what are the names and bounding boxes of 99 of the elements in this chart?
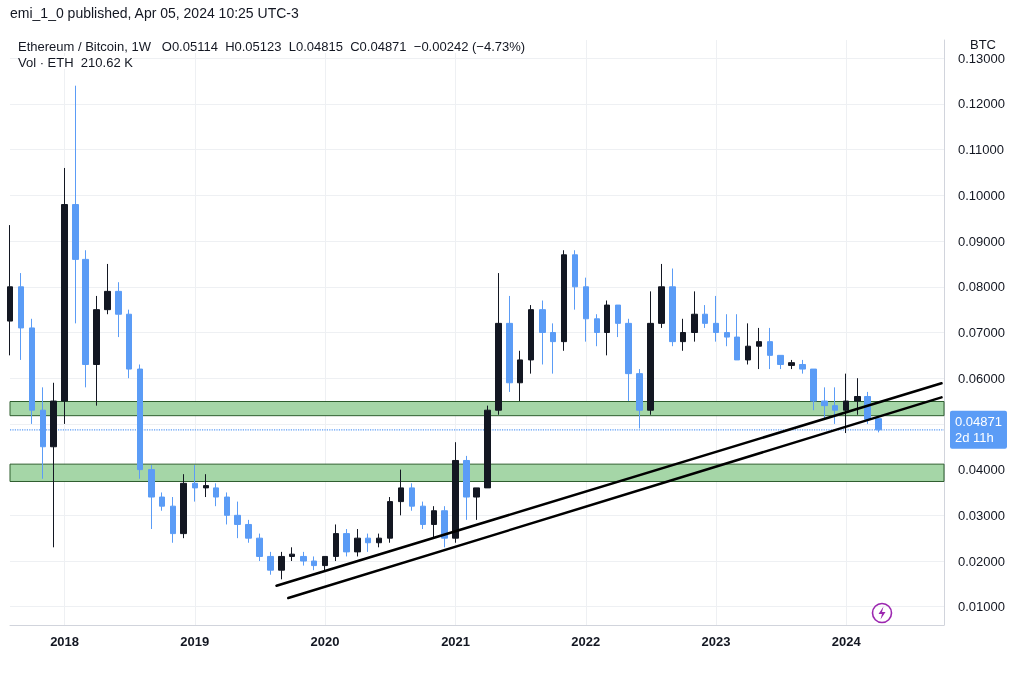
candlestick [734,313,740,361]
candlestick [333,523,339,562]
candlestick [799,359,806,375]
candlestick [72,85,79,324]
x-tick-label: 2020 [310,634,340,649]
candlestick [604,300,610,356]
candlestick [224,491,230,525]
candlestick [289,546,295,562]
candlestick [658,263,665,329]
x-tick-label: 2022 [571,634,601,649]
candlestick [767,327,773,370]
candlestick [691,290,698,343]
candlestick [463,455,470,521]
y-tick-label: 0.03000 [958,507,1005,523]
x-tick-label: 2023 [701,634,731,649]
y-tick-label: 0.12000 [958,96,1005,112]
candlestick [821,386,828,420]
candlestick [473,487,480,521]
candlestick [615,304,621,338]
candlestick [29,318,35,425]
candlestick [788,359,795,370]
candlestick [398,469,404,516]
chart-title: emi_1_0 published, Apr 05, 2024 10:25 UTC-3 [10,5,299,21]
candlestick [420,501,426,530]
y-tick-label: 0.06000 [958,370,1005,386]
candlestick [365,533,371,553]
y-tick-label: 0.01000 [958,599,1005,615]
candlestick [170,496,176,544]
candlestick [431,505,437,539]
candlestick [245,519,252,544]
candlestick [159,491,165,512]
candlestick [115,281,122,338]
candlestick [93,295,100,407]
candlestick [441,505,448,548]
candlestick [572,249,578,311]
y-tick-label: 0.02000 [958,553,1005,569]
y-tick-label: 0.11000 [958,142,1005,158]
ref-line-label: 0.04871 2d 11h [955,414,1002,446]
candlestick [506,295,513,393]
candlestick [104,263,111,315]
candlestick [387,496,393,544]
candlestick [180,473,187,539]
text: Ethereum / Bitcoin, 1W O0.05114 H0.05123 L0.04815 C0.04871 −0.00242 (−4.73%) [18,39,526,54]
y-tick-label: 0.13000 [958,50,1005,66]
candlestick [278,551,285,580]
candlestick [343,528,350,557]
candlestick [854,377,861,416]
candlestick [50,382,57,548]
candlestick [148,464,155,530]
candlestick [713,295,719,343]
x-tick-label: 2024 [831,634,862,649]
annotation: Vol · ETH 210.62 K [18,55,134,70]
candlestick [452,441,459,544]
candlestick [322,555,328,571]
candlestick [680,318,686,352]
candlestick [213,482,219,507]
candlestick [495,272,502,416]
candlestick [484,405,491,489]
candlestick [376,533,382,548]
candlestick [126,309,132,379]
candlestick [669,268,676,347]
candlestick [311,555,317,571]
candlestick [594,313,600,347]
candlestick [561,249,567,352]
candlestick [7,224,13,356]
candlestick [267,551,274,576]
y-tick-label: 0.10000 [958,187,1005,203]
candlestick [625,318,632,402]
y-tick-label: 0.07000 [958,325,1005,340]
y-tick-label: 0.09000 [958,233,1005,249]
candlestick [300,551,307,567]
y-tick-label: 0.04000 [958,462,1005,478]
candlestick [528,304,534,375]
x-tick-label: 2019 [180,634,210,649]
x-tick-label: 2018 [50,634,80,649]
candlestick [702,304,708,329]
candlestick [745,322,751,365]
candlestick [18,272,24,361]
candlestick [810,368,817,411]
x-tick-label: 2021 [441,634,471,649]
candlestick [517,350,523,402]
candlestick [203,473,209,498]
y-axis-title: BTC [970,37,996,52]
candlestick [409,482,415,512]
candlestick [192,464,198,503]
candlestick [234,501,241,539]
y-tick-label: 0.08000 [958,279,1005,295]
candlestick [583,277,589,343]
candlestick [354,528,361,557]
candlestick [539,300,546,365]
candlestick [756,327,762,370]
candlestick [550,322,556,375]
candlestick [724,313,730,347]
candlestick [647,290,654,416]
candlestick [82,249,89,388]
candlestick [777,354,784,370]
candlestick [832,386,838,425]
candlestick [256,533,263,562]
candlestick [843,373,849,434]
